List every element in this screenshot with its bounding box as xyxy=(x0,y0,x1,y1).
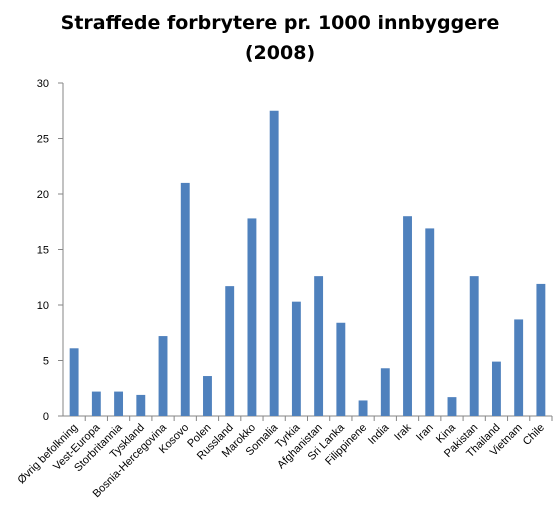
bar xyxy=(447,397,457,416)
bar xyxy=(469,276,479,416)
bar xyxy=(314,276,324,416)
bar xyxy=(69,348,79,416)
x-tick-label: Iran xyxy=(414,422,436,444)
y-tick-label: 0 xyxy=(43,411,49,423)
bar xyxy=(425,228,435,416)
y-tick-label: 30 xyxy=(37,78,49,90)
bar xyxy=(91,391,101,416)
x-tick-label: Irak xyxy=(392,421,414,443)
bar xyxy=(247,218,257,416)
y-tick-label: 5 xyxy=(43,356,49,368)
bar xyxy=(336,322,346,416)
bar xyxy=(203,376,212,416)
y-tick-label: 10 xyxy=(37,300,49,312)
bar xyxy=(114,391,124,416)
bar xyxy=(291,301,301,416)
y-tick-label: 20 xyxy=(37,189,49,201)
bar xyxy=(225,286,235,416)
x-tick-label: Chile xyxy=(521,422,547,448)
bar xyxy=(380,368,390,416)
chart-title: Straffede forbrytere pr. 1000 innbyggere… xyxy=(60,12,500,64)
bar xyxy=(180,182,190,416)
bar xyxy=(491,361,501,416)
bar xyxy=(136,394,146,416)
x-tick-label: India xyxy=(366,421,392,447)
bar xyxy=(403,216,412,416)
bar xyxy=(514,319,524,416)
y-tick-label: 15 xyxy=(37,245,49,257)
bar xyxy=(158,336,168,416)
bar xyxy=(269,110,279,416)
bar xyxy=(358,400,368,416)
bar xyxy=(536,283,546,416)
y-tick-label: 25 xyxy=(37,134,49,146)
